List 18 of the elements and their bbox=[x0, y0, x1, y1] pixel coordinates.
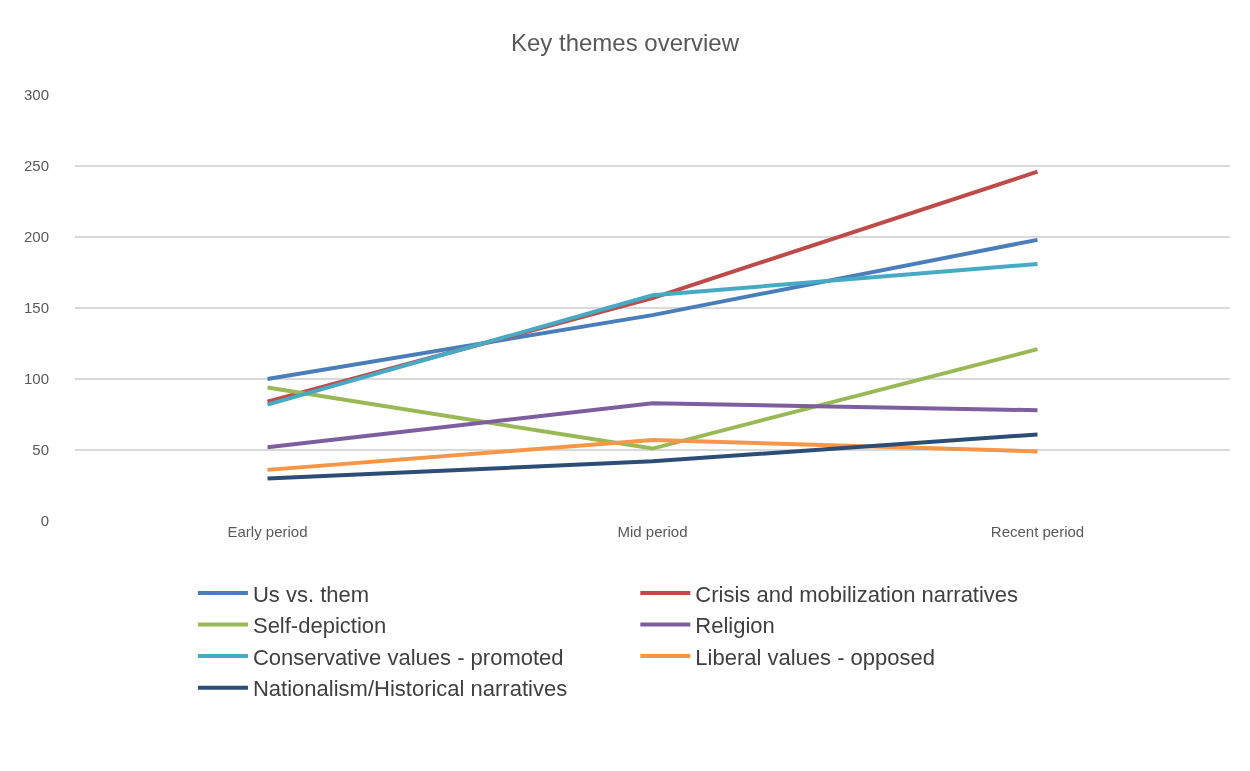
y-tick-label: 250 bbox=[23, 157, 49, 175]
y-tick-label: 50 bbox=[32, 441, 49, 459]
y-tick-label: 0 bbox=[40, 512, 49, 530]
legend-label: Liberal values - opposed bbox=[695, 644, 936, 670]
y-tick-label: 300 bbox=[23, 86, 49, 104]
legend-label: Self-depiction bbox=[252, 613, 387, 639]
y-tick-label: 150 bbox=[23, 299, 49, 317]
x-tick-label: Early period bbox=[227, 523, 308, 540]
y-tick-label: 100 bbox=[23, 370, 49, 388]
legend-label: Conservative values - promoted bbox=[252, 644, 564, 670]
x-tick-label: Recent period bbox=[990, 523, 1085, 540]
chart-title: Key themes overview bbox=[510, 29, 740, 57]
legend-label: Nationalism/Historical narratives bbox=[252, 676, 568, 702]
legend-label: Crisis and mobilization narratives bbox=[695, 581, 1019, 607]
legend-label: Religion bbox=[695, 613, 775, 639]
x-tick-label: Mid period bbox=[617, 523, 688, 540]
legend-label: Us vs. them bbox=[252, 581, 370, 607]
y-tick-label: 200 bbox=[23, 228, 49, 246]
